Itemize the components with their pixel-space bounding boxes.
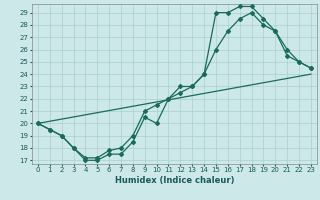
X-axis label: Humidex (Indice chaleur): Humidex (Indice chaleur) xyxy=(115,176,234,185)
